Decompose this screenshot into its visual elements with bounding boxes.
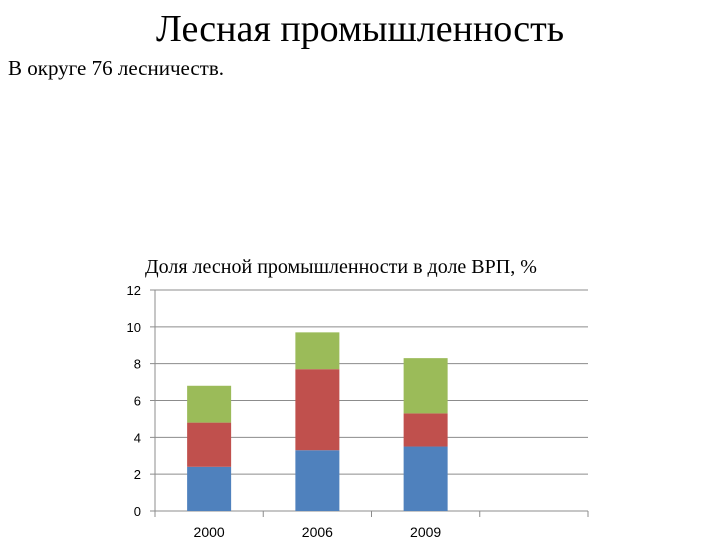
bar-segment	[403, 446, 448, 511]
bar-layer	[187, 332, 448, 511]
slide-title: Лесная промышленность	[155, 8, 565, 50]
y-tick-label: 6	[134, 394, 141, 409]
y-tick-label: 0	[134, 504, 141, 519]
bar-segment	[295, 332, 340, 370]
bar-segment	[187, 385, 232, 423]
y-tick-label: 4	[134, 430, 141, 445]
bar-segment	[403, 358, 448, 414]
chart-title: Доля лесной промышленности в доле ВРП, %	[145, 256, 537, 278]
x-tick-label: 2006	[302, 524, 333, 540]
bar-segment	[187, 466, 232, 511]
axis-layer	[154, 290, 589, 517]
y-tick-label: 10	[127, 320, 141, 335]
bar-segment	[295, 369, 340, 451]
bar-segment	[403, 413, 448, 447]
bar-segment	[187, 422, 232, 467]
y-tick-label: 8	[134, 357, 141, 372]
y-tick-label: 12	[127, 283, 141, 298]
x-tick-label: 2000	[194, 524, 225, 540]
y-tick-label: 2	[134, 467, 141, 482]
bar-segment	[295, 450, 340, 511]
label-layer: 0 2 4 6 8 10 12 2000 2006 2009	[127, 283, 442, 540]
slide-subtitle: В округе 76 лесничеств.	[8, 56, 225, 80]
x-tick-label: 2009	[410, 524, 441, 540]
